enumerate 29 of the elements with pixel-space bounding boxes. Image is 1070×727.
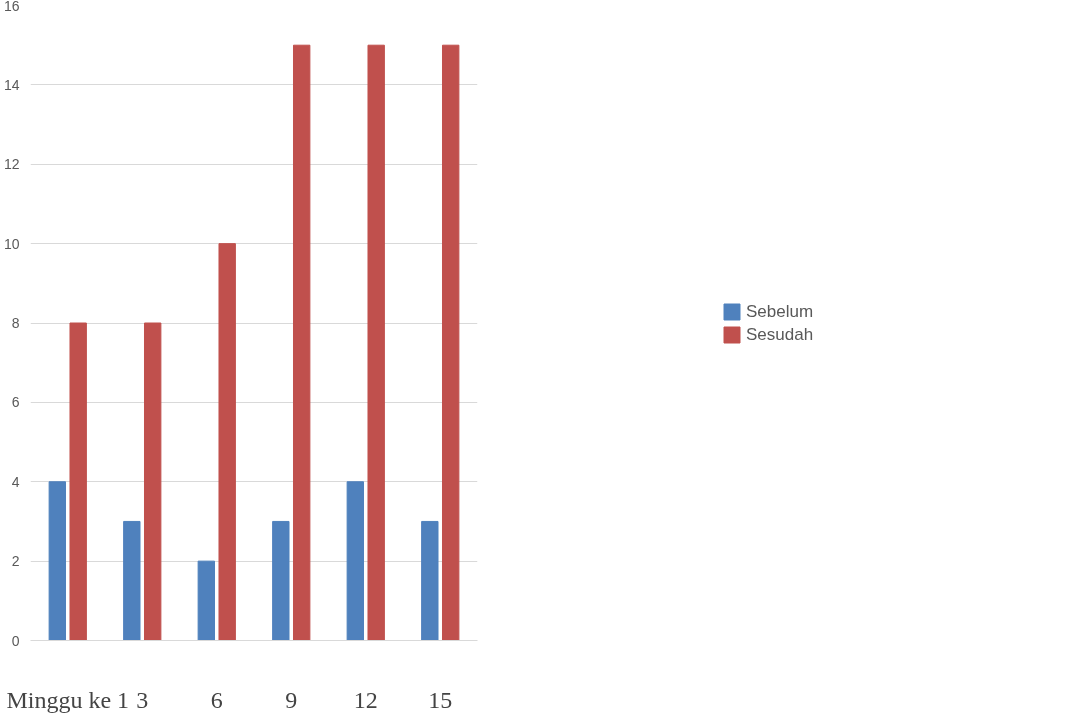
x-tick-label: 9: [285, 686, 298, 713]
bar: [421, 520, 439, 641]
legend-label: Sebelum: [746, 301, 815, 321]
y-tick-label: 2: [11, 553, 20, 570]
x-tick-label: 3: [136, 686, 149, 713]
x-tick-label: Minggu ke 1: [6, 686, 130, 713]
bar: [69, 322, 87, 641]
y-tick-label: 12: [3, 156, 20, 173]
y-tick-label: 0: [11, 632, 20, 649]
bar: [367, 44, 385, 641]
bar: [346, 481, 365, 641]
legend-label: Sesudah: [746, 324, 815, 344]
bar: [197, 560, 216, 641]
bar: [441, 44, 460, 641]
y-tick-label: 16: [3, 0, 20, 14]
x-tick-label: 15: [428, 686, 453, 713]
bar: [272, 520, 290, 641]
bar: [123, 520, 141, 641]
y-tick-label: 10: [3, 235, 20, 252]
bar: [292, 44, 311, 641]
bar: [48, 481, 67, 641]
y-tick-label: 6: [11, 394, 20, 411]
y-tick-label: 4: [11, 473, 20, 490]
x-tick-label: 6: [210, 686, 223, 713]
y-tick-label: 8: [11, 315, 20, 331]
bar: [143, 322, 162, 641]
bar: [218, 243, 236, 641]
x-tick-label: 12: [353, 686, 378, 713]
y-tick-label: 14: [3, 76, 20, 93]
